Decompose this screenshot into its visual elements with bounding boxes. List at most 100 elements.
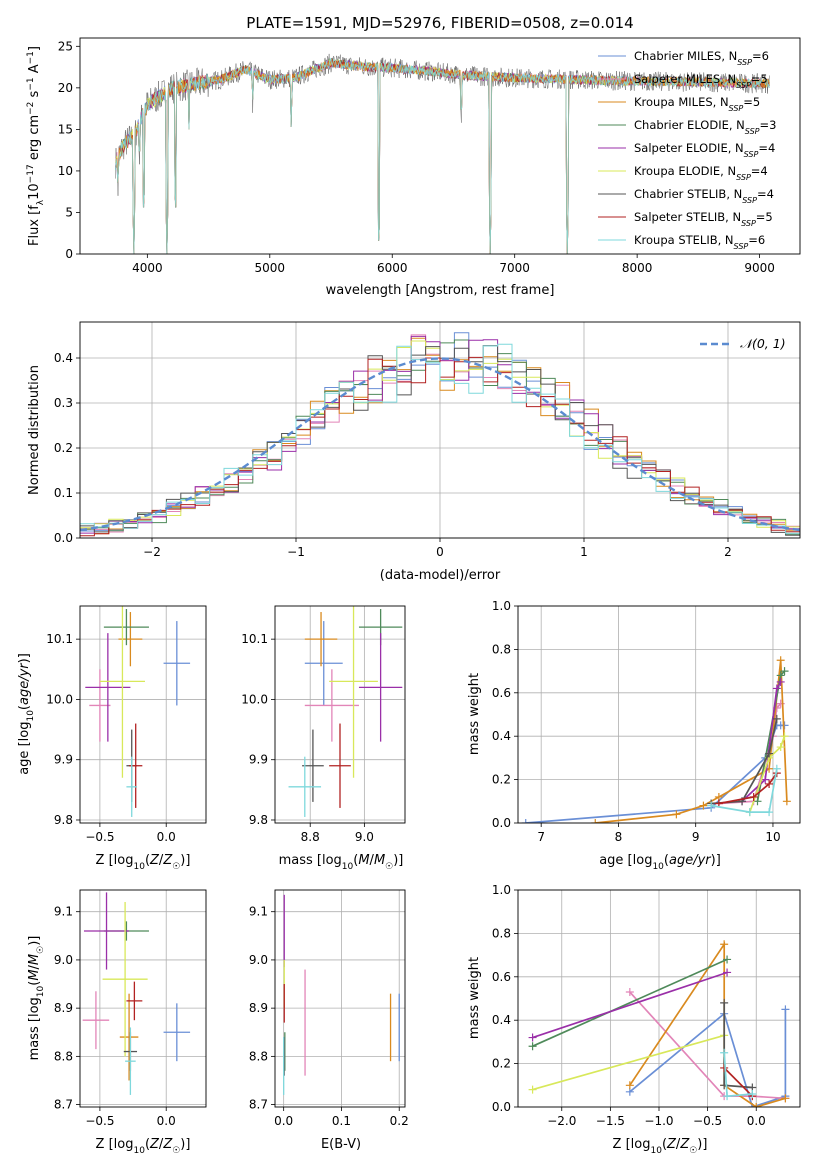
x-tick-label: 7 <box>537 830 545 844</box>
x-axis-label: Z [log10(Z/Z☉)] <box>96 853 191 872</box>
spectrum-line-0 <box>115 57 770 254</box>
x-tick-label: −1.0 <box>644 1114 673 1128</box>
weight-marker <box>723 968 732 977</box>
y-tick-label: 0.6 <box>492 686 511 700</box>
x-tick-label: 8000 <box>622 261 653 275</box>
axes-frame <box>517 889 801 1108</box>
errorbar-point-7 <box>329 723 351 808</box>
weight-line-4 <box>741 681 782 802</box>
weight-marker <box>765 808 774 817</box>
legend-entry: Chabrier MILES, NSSP=6 <box>634 49 769 67</box>
y-tick-label: 1.0 <box>492 883 511 897</box>
spectrum-line-7 <box>115 58 770 254</box>
weight-marker <box>720 1048 729 1057</box>
spectrum-line-1 <box>115 58 770 254</box>
y-tick-label: 8.9 <box>249 1001 268 1015</box>
weight-marker <box>720 1063 729 1072</box>
y-tick-label: 0.2 <box>492 1057 511 1071</box>
legend-entry: Salpeter MILES, NSSP=5 <box>634 72 768 90</box>
errorbar-point-4 <box>85 633 131 742</box>
y-axis-label: Flux [fλ10−17 erg cm−2 s−1 A−1] <box>26 46 46 246</box>
y-tick-label: 1.0 <box>492 599 511 613</box>
y-tick-label: 0.6 <box>492 970 511 984</box>
y-tick-label: 10.0 <box>241 692 268 706</box>
x-tick-label: 1 <box>580 545 588 559</box>
y-tick-label: 9.0 <box>249 953 268 967</box>
histogram-6 <box>80 345 800 536</box>
errorbar-point-4 <box>83 892 130 970</box>
y-tick-label: 25 <box>58 39 73 53</box>
axes-frame <box>79 889 207 1108</box>
plot-area-weight-vs-age <box>521 656 791 823</box>
y-tick-label: 0.4 <box>492 729 511 743</box>
errorbar-point-5 <box>99 606 145 778</box>
histogram-8 <box>80 343 800 534</box>
weight-marker <box>720 998 729 1007</box>
errorbar-point-1 <box>82 991 110 1050</box>
y-tick-label: 20 <box>58 81 73 95</box>
errorbar-point-8 <box>288 756 322 817</box>
plot-area-weight-vs-Z <box>528 940 790 1107</box>
panel-age-vs-mass: 8.8 9.0 9.8 9.9 10.0 10.1 mass [log10(M/M☉)] <box>241 605 406 872</box>
weight-marker <box>765 779 774 788</box>
weight-line-0 <box>629 1009 787 1107</box>
y-tick-label: 15 <box>58 122 73 136</box>
weight-marker <box>521 819 530 823</box>
y-tick-label: 0 <box>65 247 73 261</box>
weight-marker <box>625 987 634 996</box>
weight-marker <box>752 1103 761 1107</box>
weight-line-5 <box>748 735 786 813</box>
weight-marker <box>780 732 789 741</box>
y-tick-label: 9.8 <box>249 813 268 827</box>
x-tick-label: −0.5 <box>85 830 114 844</box>
weight-marker <box>528 1085 537 1094</box>
weight-marker <box>780 721 789 730</box>
x-tick-label: 9 <box>692 830 700 844</box>
spectrum-line-4 <box>115 60 770 254</box>
errorbar-point-2 <box>304 612 338 667</box>
legend-entry: Kroupa ELODIE, NSSP=4 <box>634 164 768 182</box>
y-tick-label: 0.0 <box>492 816 511 830</box>
errorbar-point-5 <box>329 606 378 778</box>
errorbar-point-0 <box>163 1003 191 1062</box>
x-tick-label: −1.5 <box>596 1114 625 1128</box>
x-tick-label: 0.0 <box>274 1114 293 1128</box>
legend: Chabrier MILES, NSSP=6 Salpeter MILES, NS… <box>598 49 776 251</box>
x-tick-label: 8.8 <box>301 830 320 844</box>
weight-marker <box>781 1094 790 1103</box>
y-tick-label: 8.9 <box>54 1001 73 1015</box>
y-tick-label: 8.8 <box>249 1049 268 1063</box>
x-axis-label: Z [log10(Z/Z☉)] <box>613 1137 708 1156</box>
y-axis-label: Normed distribution <box>27 365 42 495</box>
x-axis-label: mass [log10(M/M☉)] <box>279 853 404 872</box>
errorbar-point-2 <box>119 993 139 1081</box>
weight-marker <box>753 797 762 806</box>
weight-marker <box>765 749 774 758</box>
axes-frame <box>79 37 801 255</box>
weight-line-1 <box>629 991 786 1100</box>
panel-mass-vs-EBV: 0.0 0.1 0.2 8.7 8.8 8.9 9.0 9.1 E(B-V) <box>249 889 409 1152</box>
weight-marker <box>528 1042 537 1051</box>
y-tick-label: 0.0 <box>492 1100 511 1114</box>
weight-marker <box>749 792 758 801</box>
x-tick-label: 0.2 <box>390 1114 409 1128</box>
y-tick-label: 0.8 <box>492 642 511 656</box>
y-axis-label: mass [log10(M/M☉)] <box>27 936 46 1061</box>
x-tick-label: 9.0 <box>355 830 374 844</box>
weight-marker <box>707 801 716 810</box>
errorbar-point-3 <box>103 609 149 646</box>
x-axis-label: (data-model)/error <box>380 568 501 583</box>
weight-marker <box>699 801 708 810</box>
errorbar-point-0 <box>304 621 343 706</box>
weight-marker <box>625 1081 634 1090</box>
y-tick-label: 0.4 <box>54 351 73 365</box>
y-tick-label: 10.0 <box>46 692 73 706</box>
weight-marker <box>745 808 754 817</box>
weight-marker <box>772 684 781 693</box>
legend-entry: Kroupa MILES, NSSP=5 <box>634 95 760 113</box>
figure-title: PLATE=1591, MJD=52976, FIBERID=0508, z=0… <box>246 14 633 32</box>
y-tick-label: 0.8 <box>492 926 511 940</box>
weight-marker <box>781 1005 790 1014</box>
y-tick-label: 8.8 <box>54 1049 73 1063</box>
x-tick-label: 5000 <box>255 261 286 275</box>
